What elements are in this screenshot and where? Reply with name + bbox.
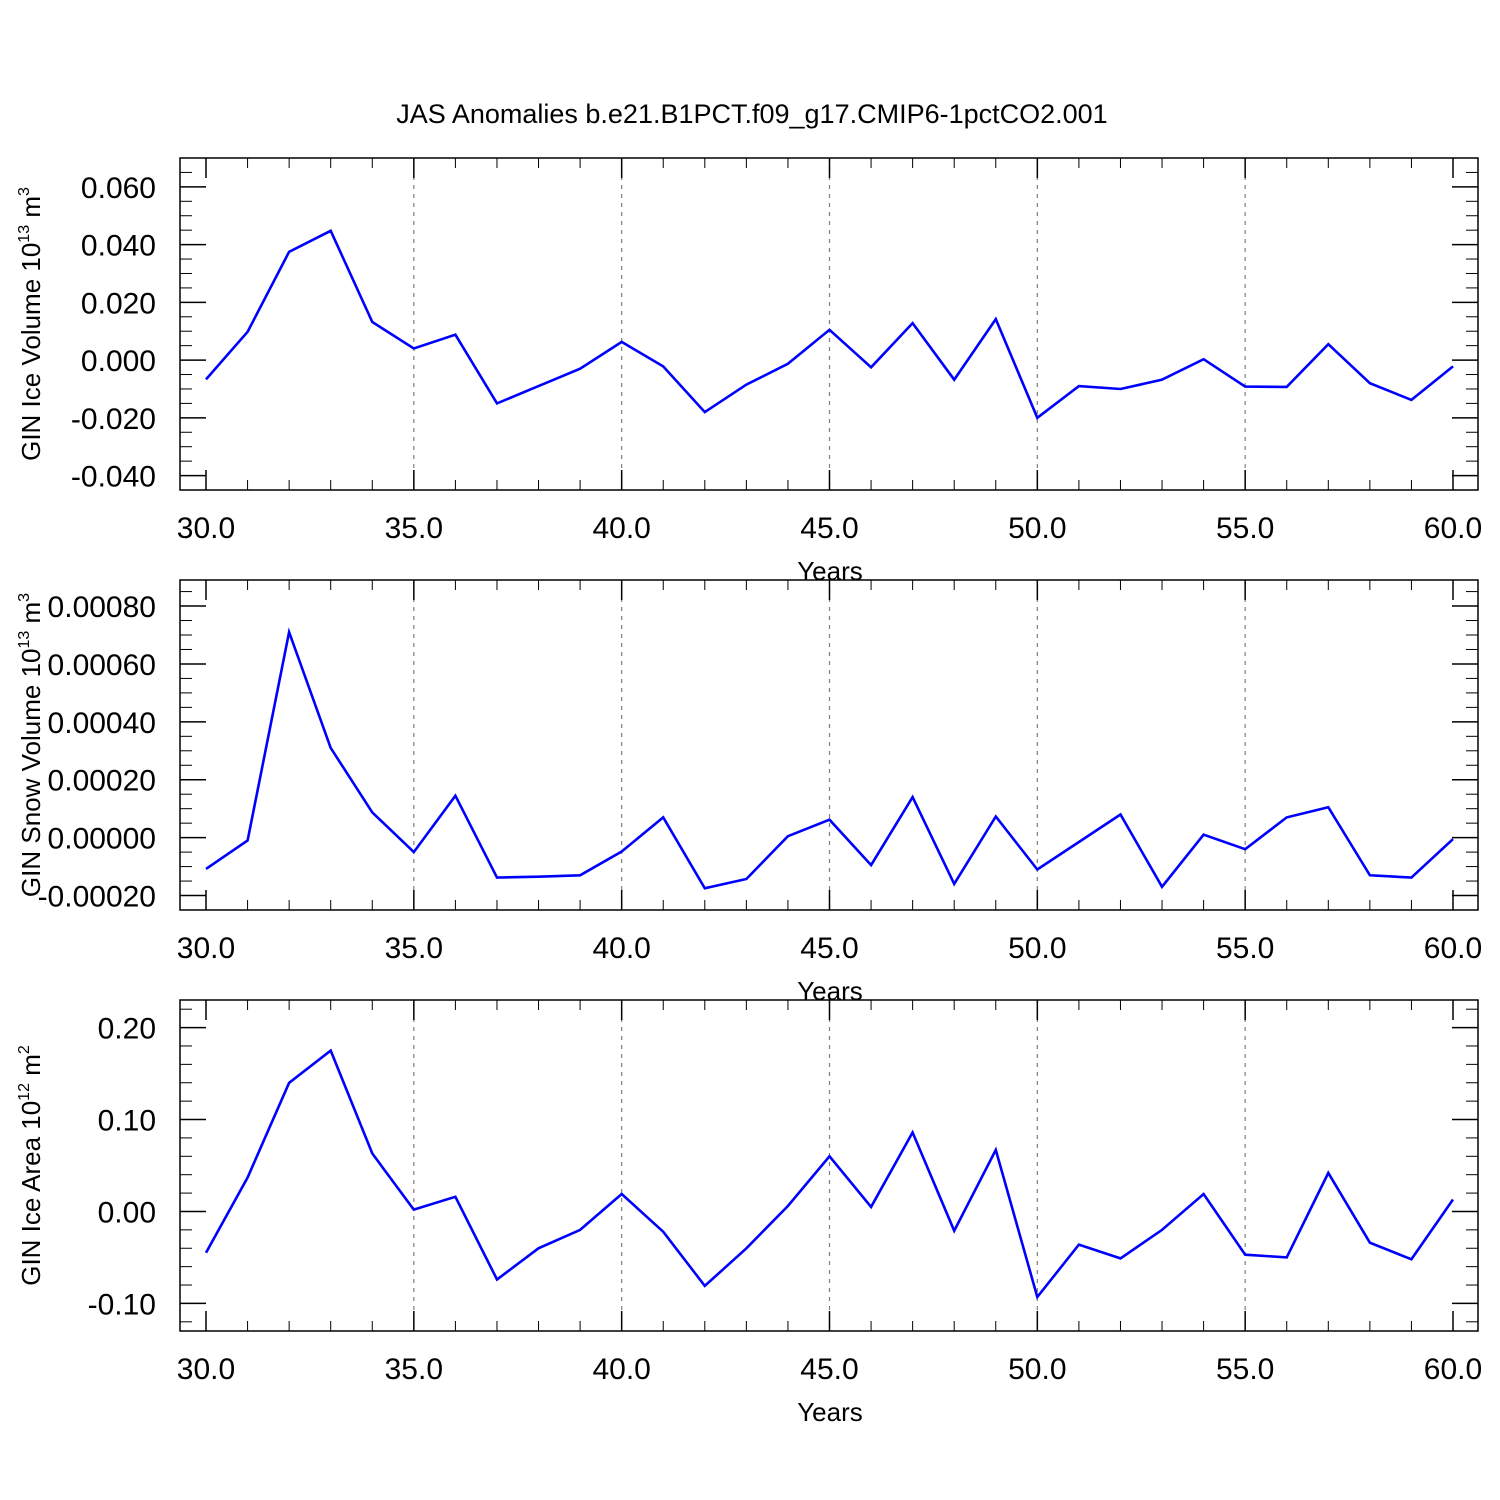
x-tick-label: 45.0 [800,932,858,965]
panels: 30.0 35.0 40.0 45.0 50.0 55.0 60.0 -0.040 -0.020… [16,157,1482,1427]
x-tick-label: 30.0 [177,512,235,545]
y-axis-title-superscript: 12 [16,1083,33,1101]
x-tick-label: 50.0 [1008,932,1066,965]
y-tick-label: 0.000 [81,345,156,378]
y-tick-label: 0.00000 [48,823,156,856]
y-axis-title-part: GIN Ice Volume 10 [16,243,46,461]
y-tick-label: 0.20 [98,1013,156,1046]
x-tick-label: 45.0 [800,1353,858,1386]
x-tick-label: 60.0 [1424,512,1482,545]
y-tick-label: 0.00040 [48,707,156,740]
y-axis-title-superscript: 2 [16,1045,33,1054]
y-tick-label: 0.00 [98,1196,156,1229]
y-axis-title-superscript: 13 [16,631,33,649]
panel-1: 30.0 35.0 40.0 45.0 50.0 55.0 60.0 -0.040 -0.020… [16,157,1482,586]
x-tick-label: 55.0 [1216,512,1274,545]
x-tick-label: 30.0 [177,932,235,965]
x-tick-label: 45.0 [800,512,858,545]
series-line-1 [205,627,1454,890]
y-axis-title-superscript: 3 [16,187,33,196]
x-tick-label: 55.0 [1216,932,1274,965]
x-tick-label: 35.0 [385,1353,443,1386]
y-axis-title: GIN Ice Area 1012 m2 [16,1045,46,1286]
x-tick-label: 30.0 [177,1353,235,1386]
panel-3: 30.0 35.0 40.0 45.0 50.0 55.0 60.0 -0.10 0.00 0.1… [16,999,1482,1427]
y-tick-label: -0.040 [71,461,156,494]
x-tick-label: 60.0 [1424,1353,1482,1386]
series-line-1 [204,1048,1455,1300]
y-tick-label: 0.020 [81,287,156,320]
y-tick-label: 0.040 [81,230,156,263]
y-axis-title: GIN Ice Volume 1013 m3 [16,187,46,461]
figure-title: JAS Anomalies b.e21.B1PCT.f09_g17.CMIP6-… [396,99,1107,129]
x-tick-label: 35.0 [385,512,443,545]
y-axis-title-part: m [16,602,46,631]
y-tick-label: -0.00020 [38,881,156,914]
y-axis-title-superscript: 3 [16,593,33,602]
y-tick-label: 0.060 [81,172,156,205]
y-tick-label: 0.00080 [48,591,156,624]
x-tick-label: 60.0 [1424,932,1482,965]
x-tick-label: 40.0 [592,1353,650,1386]
y-tick-label: -0.10 [88,1288,156,1321]
panel-2: 30.0 35.0 40.0 45.0 50.0 55.0 60.0 -0.00020 0.00… [16,579,1482,1006]
y-axis-title: GIN Snow Volume 1013 m3 [16,593,46,897]
series-line-1 [205,229,1454,420]
x-axis-title: Years [797,1397,863,1427]
x-tick-label: 35.0 [385,932,443,965]
y-axis-title-part: m [16,1054,46,1083]
y-tick-label: -0.020 [71,403,156,436]
y-tick-label: 0.00020 [48,765,156,798]
y-axis-title-part: GIN Snow Volume 10 [16,649,46,898]
x-tick-label: 40.0 [592,512,650,545]
y-axis-title-part: m [16,196,46,225]
x-tick-label: 50.0 [1008,512,1066,545]
y-axis-title-superscript: 13 [16,225,33,243]
x-tick-label: 50.0 [1008,1353,1066,1386]
y-tick-label: 0.00060 [48,649,156,682]
y-axis-title-part: GIN Ice Area 10 [16,1101,46,1286]
x-tick-label: 55.0 [1216,1353,1274,1386]
x-tick-label: 40.0 [592,932,650,965]
y-tick-label: 0.10 [98,1105,156,1138]
